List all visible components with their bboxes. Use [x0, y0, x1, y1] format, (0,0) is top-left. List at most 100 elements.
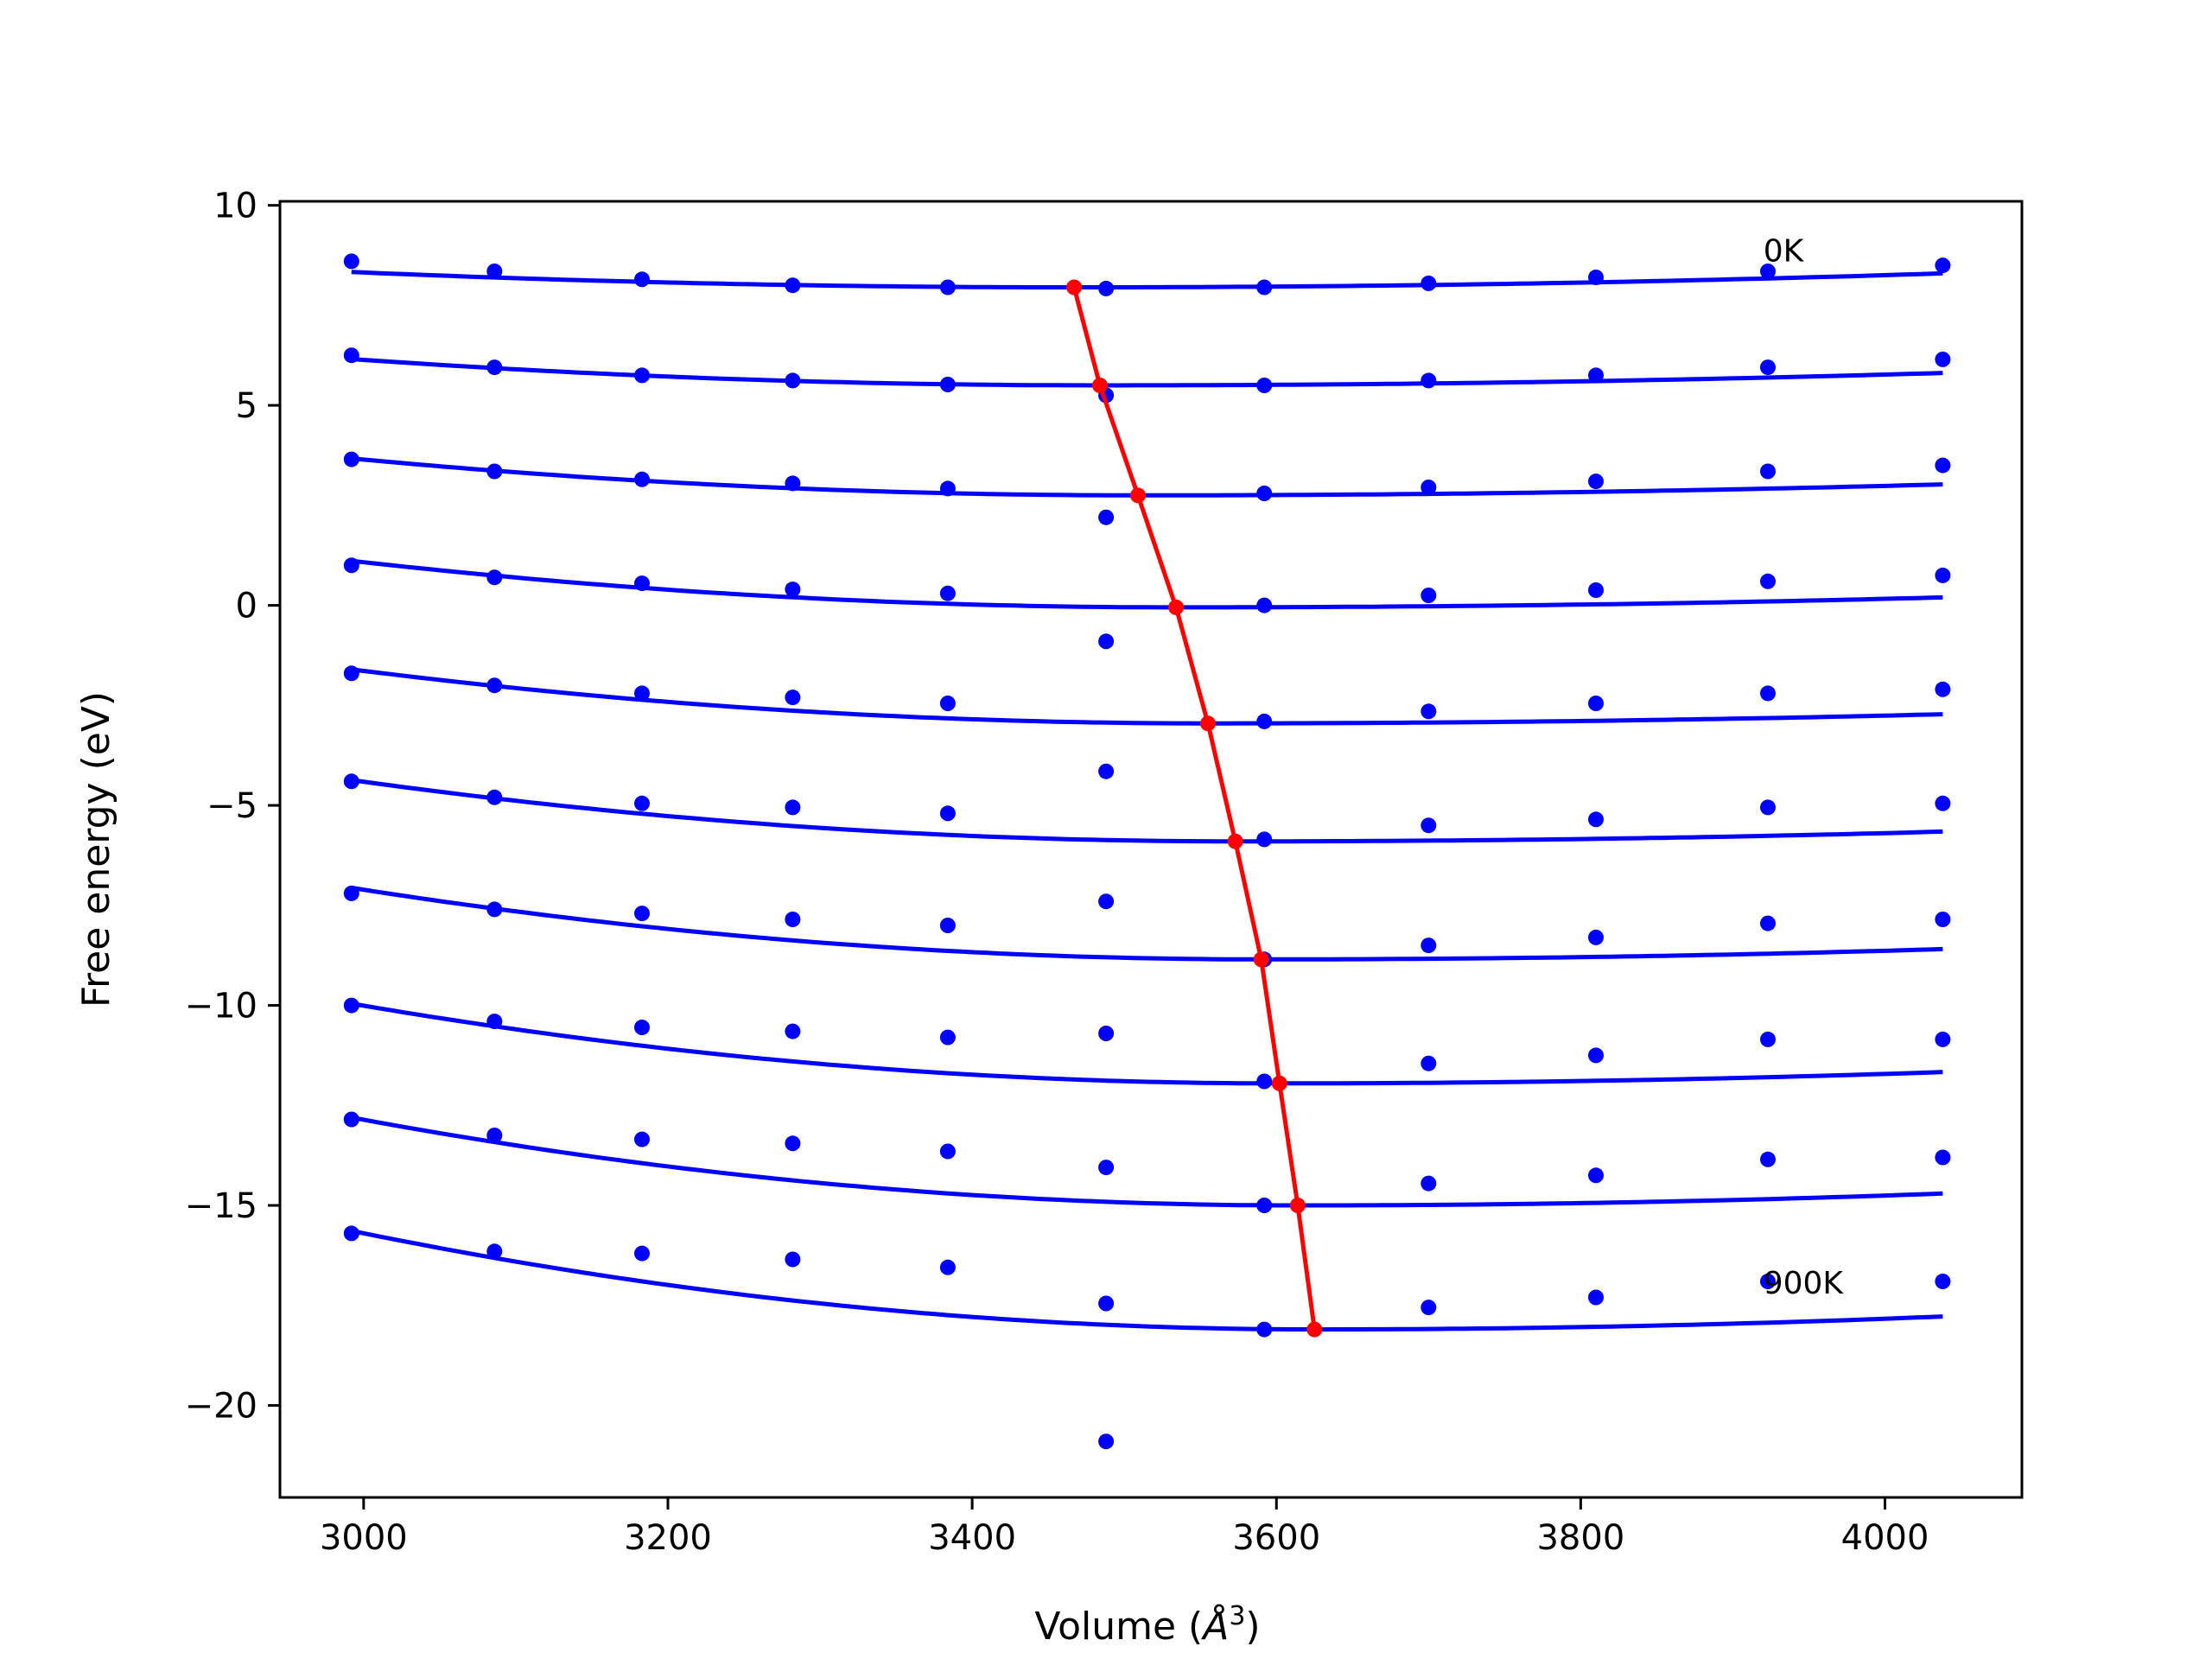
data-point-5-9 — [1760, 799, 1776, 816]
data-point-5-4 — [939, 805, 956, 822]
annotation-label-0: 0K — [1764, 233, 1805, 269]
data-point-5-8 — [1588, 811, 1604, 828]
data-point-5-6 — [1256, 831, 1273, 848]
data-point-9-3 — [785, 1251, 801, 1268]
annotations-layer: 0K 900K — [1764, 233, 1845, 1301]
data-point-3-9 — [1760, 573, 1776, 589]
data-point-5-7 — [1421, 817, 1437, 834]
minima-point-6 — [1253, 951, 1269, 968]
data-point-9-10 — [1935, 1274, 1951, 1289]
data-point-4-6 — [1256, 713, 1273, 729]
data-point-3-2 — [634, 575, 650, 592]
data-point-4-3 — [785, 690, 801, 706]
x-tick-label-5: 4000 — [1841, 1518, 1929, 1558]
y-tick-label-4: −10 — [185, 987, 257, 1027]
fit-curve-4 — [351, 667, 1943, 726]
data-point-8-1 — [486, 1128, 503, 1143]
data-point-7-0 — [343, 997, 359, 1014]
x-tick-label-1: 3200 — [624, 1518, 712, 1558]
y-ticks-layer: 10 5 0 −5 −10 −15 −20 — [185, 187, 280, 1427]
annotation-label-1: 900K — [1764, 1266, 1845, 1301]
data-point-6-5 — [1098, 1026, 1115, 1041]
data-point-2-0 — [343, 451, 359, 467]
data-point-8-9 — [1760, 1151, 1776, 1167]
fit-curve-8 — [351, 1115, 1943, 1208]
data-point-0-0 — [343, 253, 359, 270]
data-point-3-10 — [1935, 567, 1951, 583]
y-tick-label-3: −5 — [207, 786, 257, 826]
data-point-6-0 — [343, 885, 359, 901]
data-point-3-5 — [1098, 633, 1115, 650]
data-point-1-2 — [634, 367, 650, 384]
data-point-4-5 — [1098, 763, 1115, 779]
x-tick-label-3: 3600 — [1232, 1518, 1320, 1558]
fit-curve-7 — [351, 1001, 1943, 1086]
data-point-3-1 — [486, 569, 503, 586]
data-point-4-2 — [634, 685, 650, 702]
y-axis-label: Free energy (eV) — [74, 691, 118, 1007]
data-point-8-0 — [343, 1111, 359, 1128]
fit-curve-2 — [351, 456, 1943, 498]
data-point-9-7 — [1421, 1300, 1437, 1316]
data-point-4-8 — [1588, 696, 1604, 711]
data-point-9-6 — [1256, 1321, 1273, 1338]
data-point-8-4 — [939, 1143, 956, 1160]
data-point-1-10 — [1935, 351, 1951, 367]
fit-curve-5 — [351, 778, 1943, 844]
data-point-0-10 — [1935, 257, 1951, 274]
data-point-1-3 — [785, 372, 801, 389]
data-point-2-6 — [1256, 486, 1273, 501]
fit-curve-3 — [351, 558, 1943, 610]
data-point-7-6 — [1256, 1073, 1273, 1090]
data-point-1-7 — [1421, 372, 1437, 389]
data-point-0-6 — [1256, 279, 1273, 296]
data-point-1-8 — [1588, 367, 1604, 384]
data-point-6-9 — [1760, 915, 1776, 931]
data-point-0-4 — [939, 279, 956, 296]
data-point-7-7 — [1421, 1055, 1437, 1071]
data-point-5-10 — [1935, 795, 1951, 811]
data-point-9-8 — [1588, 1289, 1604, 1306]
data-point-8-2 — [634, 1131, 650, 1147]
data-point-0-2 — [634, 271, 650, 288]
y-tick-label-5: −15 — [185, 1186, 257, 1226]
x-tick-label-4: 3800 — [1536, 1518, 1624, 1558]
data-point-3-8 — [1588, 582, 1604, 598]
data-point-6-2 — [634, 906, 650, 922]
x-tick-label-2: 3400 — [928, 1518, 1016, 1558]
data-point-1-4 — [939, 377, 956, 392]
data-point-8-7 — [1421, 1175, 1437, 1192]
data-point-2-10 — [1935, 457, 1951, 474]
data-point-3-7 — [1421, 588, 1437, 603]
data-point-3-3 — [785, 582, 801, 598]
data-point-9-4 — [939, 1259, 956, 1275]
data-point-5-5 — [1098, 893, 1115, 910]
data-point-1-0 — [343, 347, 359, 364]
data-point-9-0 — [343, 1225, 359, 1242]
minima-line-layer — [1066, 279, 1323, 1338]
data-points-layer — [343, 253, 1951, 1450]
data-point-4-1 — [486, 677, 503, 694]
data-point-6-1 — [486, 901, 503, 918]
x-axis-label: Volume (Å3) — [1034, 1601, 1260, 1649]
data-point-2-8 — [1588, 474, 1604, 490]
data-point-3-4 — [939, 585, 956, 601]
data-point-0-1 — [486, 264, 503, 279]
data-point-2-2 — [634, 471, 650, 487]
data-point-2-4 — [939, 480, 956, 497]
data-point-6-7 — [1421, 938, 1437, 954]
data-point-5-0 — [343, 773, 359, 790]
data-point-0-8 — [1588, 270, 1604, 285]
data-point-5-1 — [486, 789, 503, 805]
y-tick-label-6: −20 — [185, 1387, 257, 1427]
minima-point-9 — [1306, 1321, 1323, 1338]
data-point-0-5 — [1098, 280, 1115, 296]
data-point-9-1 — [486, 1243, 503, 1260]
data-point-7-1 — [486, 1014, 503, 1030]
data-point-1-1 — [486, 359, 503, 376]
minima-point-1 — [1092, 378, 1108, 393]
data-point-9-9 — [1760, 1274, 1776, 1289]
data-point-1-6 — [1256, 378, 1273, 393]
plot-frame — [278, 200, 2024, 1499]
